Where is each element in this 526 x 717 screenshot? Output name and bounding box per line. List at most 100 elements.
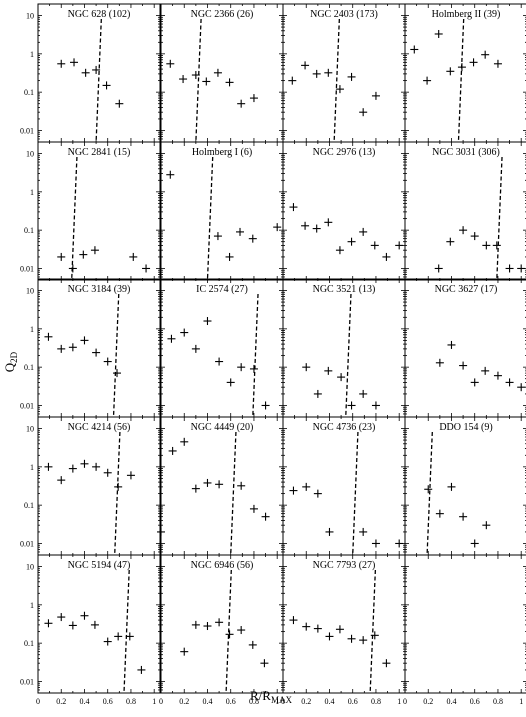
panel-frame [282, 416, 406, 556]
x-tick-label: 1 [152, 697, 156, 706]
data-point [446, 237, 455, 246]
panel-frame [282, 554, 406, 694]
data-point [180, 647, 189, 656]
data-point [180, 328, 189, 337]
x-tick-label: 0.8 [371, 697, 381, 706]
panel-5: 10 1 0.1 0.01 NGC 2841 (15) [20, 141, 161, 281]
data-point [288, 76, 297, 85]
y-tick-label: 0.1 [24, 226, 34, 235]
data-point [92, 462, 101, 471]
panel-title: NGC 4736 (23) [313, 422, 376, 433]
data-point [261, 512, 270, 521]
panel-20: 0 0.2 0.4 0.6 0.8 1 [403, 554, 526, 706]
panel-1: 10 1 0.1 0.01 NGC 628 (102) [20, 3, 161, 143]
data-point [493, 371, 502, 380]
data-point [324, 218, 333, 227]
panel-frame [160, 141, 284, 281]
data-point [395, 241, 404, 250]
data-point [335, 246, 344, 255]
rmax-dashed-line [206, 156, 214, 281]
data-point [57, 344, 66, 353]
data-point [313, 389, 322, 398]
data-point [469, 58, 478, 67]
x-tick-label: 0.2 [56, 697, 66, 706]
data-point [371, 91, 380, 100]
data-point [166, 170, 175, 179]
panel-title: NGC 2403 (173) [310, 9, 378, 20]
data-point [382, 659, 391, 668]
y-tick-label: 1 [30, 463, 34, 472]
panel-frame [37, 278, 161, 418]
data-point [80, 459, 89, 468]
data-point [226, 378, 235, 387]
data-point [301, 221, 310, 230]
data-point [44, 332, 53, 341]
rmax-dashed-line [114, 431, 121, 556]
data-point [225, 252, 234, 261]
data-point [92, 65, 101, 74]
data-point [57, 613, 66, 622]
x-axis-title: R/RMAX [250, 688, 292, 705]
panel-18: 0 0.2 0.4 0.6 0.8 1 NGC 6946 (56) [159, 554, 284, 706]
rmax-dashed-line [352, 431, 359, 556]
y-tick-label: 0.1 [24, 501, 34, 510]
data-point [435, 358, 444, 367]
rmax-dashed-line [123, 569, 130, 694]
data-point [125, 632, 134, 641]
panel-title: Holmberg II (39) [432, 9, 501, 20]
x-tick-label: 0.6 [103, 697, 113, 706]
rmax-dashed-line [369, 569, 377, 694]
panel-16: DDO 154 (9) [404, 416, 526, 556]
data-point [370, 631, 379, 640]
data-point [57, 59, 66, 68]
data-point [249, 94, 258, 103]
y-tick-label: 0.01 [20, 126, 34, 135]
data-point [371, 539, 380, 548]
panel-title: NGC 4449 (20) [191, 422, 254, 433]
x-axis-title-main: R/R [250, 688, 271, 703]
panel-frame [160, 278, 284, 418]
x-tick-label: 0.6 [470, 697, 480, 706]
data-point [447, 482, 456, 491]
data-point [313, 489, 322, 498]
data-point [313, 624, 322, 633]
data-point [273, 223, 282, 232]
data-point [191, 620, 200, 629]
x-axis-title-subscript: MAX [271, 695, 293, 705]
data-point [347, 72, 356, 81]
x-tick-label: 0.4 [202, 697, 212, 706]
y-tick-label: 0.01 [20, 401, 34, 410]
y-tick-label: 0.1 [24, 639, 34, 648]
x-tick-label: 0.8 [493, 697, 503, 706]
data-point [203, 622, 212, 631]
x-tick-label: 0.6 [348, 697, 358, 706]
data-point [382, 252, 391, 261]
y-tick-label: 0.1 [24, 88, 34, 97]
y-tick-label: 1 [30, 188, 34, 197]
data-point [203, 317, 212, 326]
data-point [237, 363, 246, 372]
data-point [347, 634, 356, 643]
data-point [70, 58, 79, 67]
x-tick-label: 1 [397, 697, 401, 706]
x-tick-label: 0.2 [301, 697, 311, 706]
data-point [202, 77, 211, 86]
panel-title: NGC 3031 (306) [432, 147, 500, 158]
data-point [57, 476, 66, 485]
panel-frame [282, 278, 406, 418]
panel-10: IC 2574 (27) [160, 278, 284, 418]
y-tick-label: 10 [26, 425, 34, 434]
data-point [90, 246, 99, 255]
x-tick-label: 0 [159, 697, 163, 706]
data-point [505, 378, 514, 387]
data-point [191, 71, 200, 80]
data-point [213, 232, 222, 241]
x-tick-label: 0.8 [126, 697, 136, 706]
data-point [129, 252, 138, 261]
data-point [335, 625, 344, 634]
data-point [215, 618, 224, 627]
data-point [79, 250, 88, 259]
data-point [237, 481, 246, 490]
data-point [44, 462, 53, 471]
